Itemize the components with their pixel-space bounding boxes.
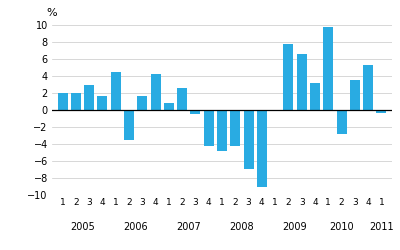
Text: 2007: 2007 bbox=[176, 222, 201, 232]
Bar bbox=[111, 72, 121, 110]
Bar bbox=[230, 110, 240, 146]
Text: 2009: 2009 bbox=[283, 222, 307, 232]
Bar bbox=[71, 93, 81, 110]
Bar bbox=[297, 54, 307, 110]
Bar bbox=[257, 110, 267, 186]
Bar bbox=[124, 110, 134, 140]
Bar bbox=[336, 110, 346, 134]
Text: 2005: 2005 bbox=[70, 222, 95, 232]
Bar bbox=[177, 88, 187, 110]
Bar bbox=[310, 83, 320, 110]
Bar bbox=[376, 110, 386, 114]
Bar bbox=[323, 27, 333, 110]
Bar bbox=[363, 65, 373, 110]
Bar bbox=[350, 80, 360, 110]
Text: %: % bbox=[47, 8, 57, 18]
Bar bbox=[84, 84, 94, 110]
Text: 2010: 2010 bbox=[329, 222, 354, 232]
Text: 2011: 2011 bbox=[369, 222, 394, 232]
Bar bbox=[137, 96, 147, 110]
Text: 2006: 2006 bbox=[123, 222, 148, 232]
Text: 2008: 2008 bbox=[230, 222, 254, 232]
Bar bbox=[151, 74, 160, 110]
Bar bbox=[284, 44, 293, 110]
Bar bbox=[244, 110, 254, 169]
Bar bbox=[98, 96, 108, 110]
Bar bbox=[164, 103, 174, 110]
Bar bbox=[204, 110, 214, 146]
Bar bbox=[58, 93, 68, 110]
Bar bbox=[190, 110, 200, 114]
Bar bbox=[217, 110, 227, 151]
